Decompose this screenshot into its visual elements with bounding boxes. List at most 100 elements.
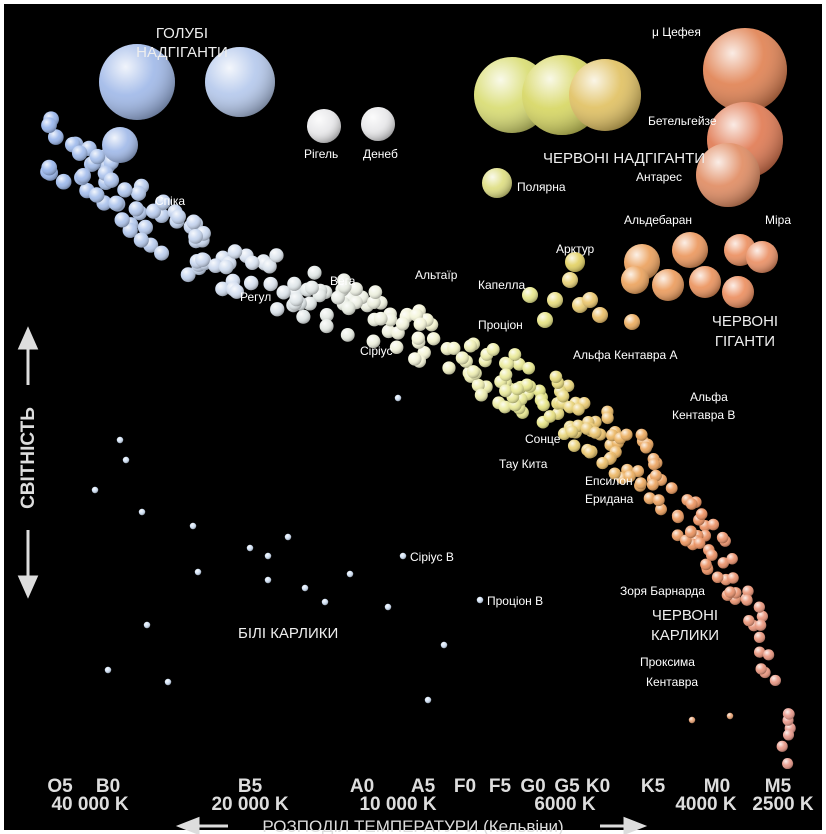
star-shine (596, 456, 609, 470)
star-shine (394, 394, 402, 402)
star-shine (367, 295, 381, 310)
star-shine (783, 708, 795, 720)
star-shine (776, 740, 788, 752)
star-shine (122, 456, 130, 464)
star-shine (620, 428, 633, 441)
star-shine (195, 252, 210, 268)
star-label: Альтаїр (415, 268, 458, 282)
star-shine (652, 269, 684, 301)
star-shine (188, 228, 203, 244)
star-shine (549, 370, 563, 384)
star-shine (592, 307, 608, 323)
star-shine (99, 44, 175, 120)
star-shine (512, 357, 526, 371)
star-shine (302, 296, 317, 311)
star-label: Альфа (690, 390, 728, 404)
star-shine (399, 552, 407, 560)
star-label: Арктур (556, 242, 595, 256)
star-shine (301, 584, 309, 592)
star-shine (133, 232, 149, 248)
star-shine (246, 544, 254, 552)
star-shine (623, 470, 636, 483)
star-shine (41, 159, 58, 176)
star-shine (186, 214, 202, 230)
star-shine (346, 570, 354, 578)
star-label: Сонце (525, 432, 561, 446)
star-shine (411, 331, 425, 345)
star-label: Денеб (363, 147, 398, 161)
star-shine (75, 168, 91, 184)
group-label: ЧЕРВОНІ (652, 607, 718, 624)
star-shine (321, 598, 329, 606)
star-label: Вега (330, 274, 356, 288)
star-shine (753, 646, 766, 658)
star-shine (319, 319, 334, 334)
star-shine (130, 185, 147, 201)
star-shine (264, 576, 272, 584)
star-shine (171, 209, 186, 225)
x-axis-arrow (175, 816, 648, 834)
star-label: Антарес (636, 170, 682, 184)
star-shine (537, 398, 550, 412)
star-shine (116, 436, 124, 444)
spectral-class: B5 (238, 776, 263, 797)
spectral-class: K0 (586, 776, 610, 797)
star-shine (703, 28, 787, 112)
spectral-class: M5 (765, 776, 792, 797)
spectral-class: F0 (454, 776, 476, 797)
star-label: Спіка (155, 194, 185, 208)
star-shine (366, 334, 381, 349)
star-shine (643, 492, 656, 505)
star-shine (104, 666, 112, 674)
star-shine (319, 308, 334, 323)
temperature: 2500 K (752, 794, 814, 815)
star-shine (227, 244, 243, 259)
star-shine (648, 458, 661, 471)
star-label: Капелла (478, 278, 525, 292)
x-axis-label: РОЗПОДІЛ ТЕМПЕРАТУРИ (Кельвіни) (262, 817, 563, 834)
star-shine (270, 302, 285, 317)
group-label: БІЛІ КАРЛИКИ (238, 625, 338, 642)
star-shine (501, 357, 514, 371)
star-shine (337, 279, 352, 294)
star-shine (474, 388, 488, 402)
star-shine (511, 382, 524, 396)
star-shine (180, 267, 196, 283)
star-shine (652, 494, 665, 507)
star-shine (229, 284, 244, 299)
star-label: Сіріус (360, 344, 393, 358)
star-shine (649, 469, 662, 482)
star-shine (304, 280, 319, 295)
spectral-class: K5 (641, 776, 666, 797)
star-shine (711, 571, 724, 584)
star-shine (154, 245, 170, 261)
star-shine (349, 282, 363, 296)
star-shine (498, 400, 512, 414)
star-shine (114, 212, 130, 228)
star-shine (726, 712, 734, 720)
star-label: Кентавра (646, 675, 698, 689)
star-shine (522, 287, 538, 303)
star-shine (601, 411, 614, 425)
star-label: Епсилон (585, 474, 633, 488)
star-shine (466, 365, 480, 379)
group-label: ЧЕРВОНІ НАДГІГАНТИ (543, 150, 705, 167)
star-shine (727, 572, 739, 584)
y-axis-label: СВІТНІСТЬ (18, 407, 39, 509)
star-shine (717, 557, 730, 569)
star-shine (482, 168, 512, 198)
star-shine (263, 276, 278, 292)
star-shine (276, 285, 291, 300)
star-shine (442, 361, 456, 375)
star-shine (262, 259, 277, 274)
star-shine (621, 266, 649, 294)
star-shine (128, 201, 144, 217)
star-label: Проціон В (487, 594, 543, 608)
star-shine (287, 276, 302, 291)
star-shine (264, 552, 272, 560)
star-shine (582, 292, 598, 308)
star-shine (700, 558, 712, 571)
star-shine (307, 109, 341, 143)
background (4, 4, 822, 830)
